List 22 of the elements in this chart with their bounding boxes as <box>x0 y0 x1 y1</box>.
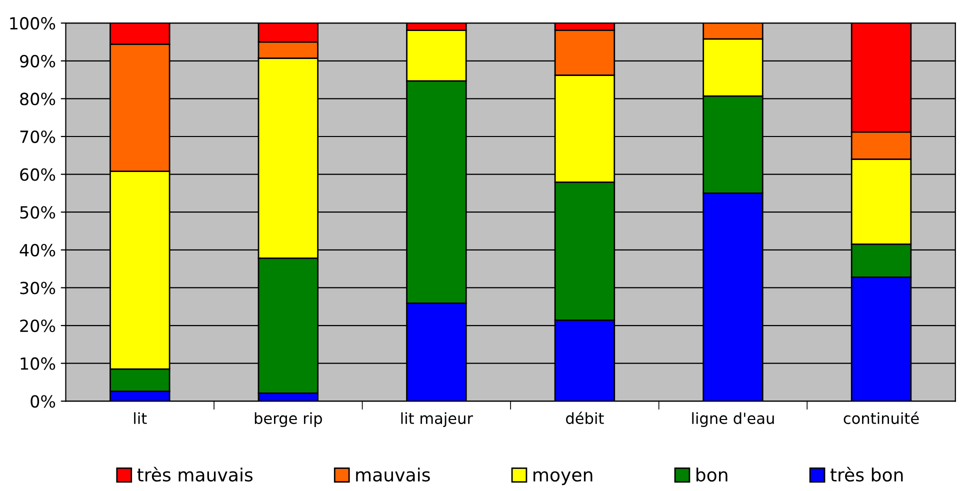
x-tick-label: continuité <box>844 412 919 424</box>
legend-label: moyen <box>534 471 592 486</box>
legend-label: bon <box>696 468 728 482</box>
y-tick-label: 80% <box>20 92 56 106</box>
y-tick-label: 70% <box>20 130 56 144</box>
y-tick-label: 90% <box>20 54 56 68</box>
legend-label: très bon <box>830 466 903 482</box>
y-tick-label: 20% <box>20 319 56 332</box>
y-tick-label: 50% <box>20 206 56 219</box>
y-tick-label: 40% <box>20 244 56 256</box>
y-tick-label: 60% <box>20 168 56 181</box>
y-tick-label: 30% <box>20 282 56 294</box>
y-tick-label: 10% <box>20 357 56 370</box>
x-tick-label: débit <box>566 412 604 424</box>
x-tick-label: lit majeur <box>401 412 474 428</box>
y-tick-label: 0% <box>30 395 56 408</box>
x-tick-label: lit <box>134 412 147 424</box>
x-tick-label: berge rip <box>254 412 322 428</box>
x-tick-label: ligne d'eau <box>692 412 774 428</box>
y-tick-label: 100% <box>10 17 56 30</box>
legend-label: mauvais <box>356 468 430 482</box>
legend-label: très mauvais <box>137 466 253 482</box>
